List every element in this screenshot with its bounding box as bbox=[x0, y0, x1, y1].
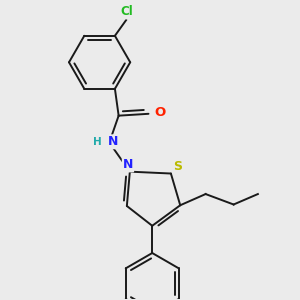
Text: H: H bbox=[93, 137, 102, 147]
Text: O: O bbox=[154, 106, 165, 119]
Text: N: N bbox=[123, 158, 133, 171]
Text: Cl: Cl bbox=[120, 5, 133, 18]
Text: N: N bbox=[108, 135, 118, 148]
Text: S: S bbox=[173, 160, 182, 173]
